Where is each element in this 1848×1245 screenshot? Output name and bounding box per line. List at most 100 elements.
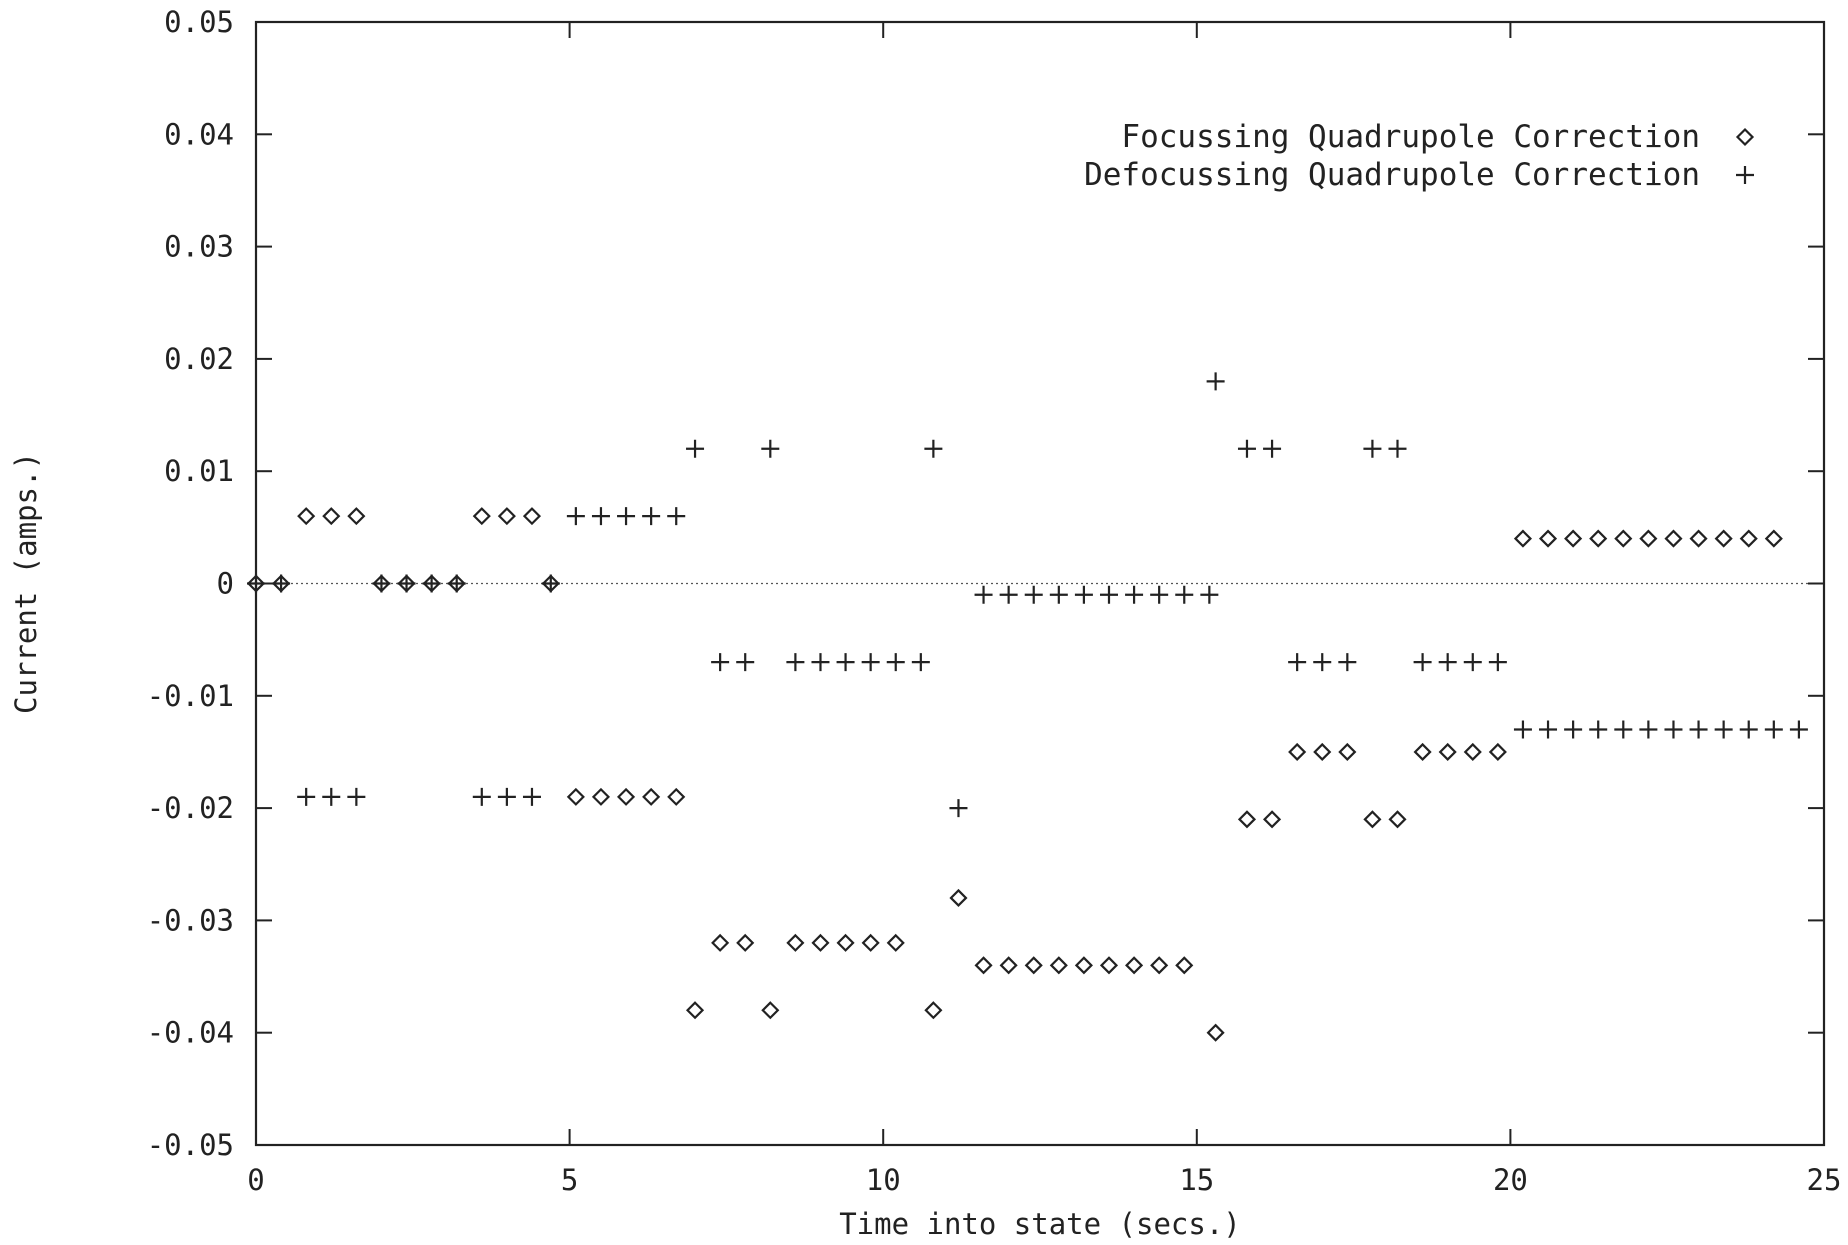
plus-point [1714,720,1733,739]
diamond-point [924,1001,943,1020]
plus-point [1313,653,1332,672]
plus-point [911,653,930,672]
diamond-point [999,956,1018,975]
plus-point [541,574,560,593]
plus-point [1175,585,1194,604]
plus-point [1463,653,1482,672]
diamond-point [1714,529,1733,548]
diamond-point [736,933,755,952]
plus-point [1488,653,1507,672]
y-axis-label: Current (amps.) [9,452,43,714]
diamond-point [1488,742,1507,762]
diamond-point [1363,810,1382,829]
plus-point [422,574,441,593]
plus-point [1125,585,1144,604]
diamond-point [861,933,880,952]
diamond-point [566,787,585,806]
diamond-point [616,787,636,806]
plus-point [686,439,705,458]
y-tick-label: 0.03 [164,230,234,264]
x-tick-label: 20 [1493,1163,1528,1197]
plus-point [1338,653,1357,672]
diamond-point [1538,529,1558,548]
plus-point [497,787,516,806]
diamond-point [1513,529,1532,548]
diamond-point [949,888,968,907]
x-tick-label: 10 [866,1163,901,1197]
diamond-point [472,507,491,526]
diamond-point [1388,810,1407,829]
plus-point [642,507,661,526]
plus-point [397,574,416,593]
diamond-point [322,507,341,526]
plus-point [1074,585,1093,604]
x-tick-label: 25 [1807,1163,1842,1197]
y-axis-ticks: -0.05 -0.04 -0.03 -0.02 -0.01 0 0.01 0.02 0.03 0.… [147,5,1824,1162]
legend-diamond-swatch [1735,127,1755,147]
plus-point [999,585,1018,604]
plus-point [667,507,686,526]
plus-point [1739,720,1758,739]
diamond-point [297,507,316,526]
legend: Focussing Quadrupole CorrectionDefocussi… [1084,119,1755,193]
diamond-point [886,933,905,952]
plus-point [322,787,341,806]
plus-point [1237,439,1256,458]
series-2-points [247,372,1808,818]
plus-point [1789,720,1808,739]
plus-point [1589,720,1608,739]
plus-point [974,585,993,604]
plus-point [1363,439,1382,458]
plus-point [617,507,636,526]
diamond-point [836,933,855,952]
plus-point [447,574,466,593]
plus-point [1764,720,1783,739]
diamond-point [591,787,611,806]
diamond-point [1413,742,1432,762]
diamond-point [1564,529,1583,548]
y-tick-label: 0.01 [164,454,234,488]
diamond-point [1313,742,1332,762]
diamond-point [1614,529,1633,548]
plus-point [1689,720,1708,739]
diamond-point [1438,742,1457,762]
diamond-point [1664,529,1683,548]
plus-point [1664,720,1683,739]
y-tick-label: 0 [217,567,234,601]
diamond-point [1263,810,1282,829]
diamond-point [667,787,686,806]
diamond-point [1338,742,1357,762]
plus-point [886,653,905,672]
y-tick-label: -0.03 [147,903,234,937]
y-tick-label: 0.05 [164,5,234,39]
plus-point [786,653,805,672]
diamond-point [1237,810,1257,829]
y-tick-label: -0.01 [147,679,234,713]
plus-point [1413,653,1432,672]
plus-point [372,574,391,593]
diamond-point [1074,956,1093,975]
x-axis-ticks: 0 5 10 15 20 25 [247,22,1841,1197]
diamond-point [1739,529,1758,548]
diamond-point [685,1001,705,1020]
plus-point [1024,585,1043,604]
plus-point [1263,439,1282,458]
y-tick-label: -0.02 [147,791,234,825]
plus-point [761,439,780,458]
diamond-point [1175,956,1194,975]
diamond-point [1639,529,1658,548]
x-tick-label: 15 [1179,1163,1214,1197]
x-tick-label: 5 [561,1163,578,1197]
y-tick-label: -0.05 [147,1128,234,1162]
plus-point [1049,585,1068,604]
diamond-point [497,507,516,526]
diamond-point [811,933,830,952]
data-marks [246,372,1808,1042]
plus-point [272,574,291,593]
x-axis-label: Time into state (secs.) [839,1207,1241,1241]
plus-point [1388,439,1407,458]
diamond-point [1099,956,1119,975]
plus-point [297,787,316,806]
diamond-point [761,1001,780,1020]
